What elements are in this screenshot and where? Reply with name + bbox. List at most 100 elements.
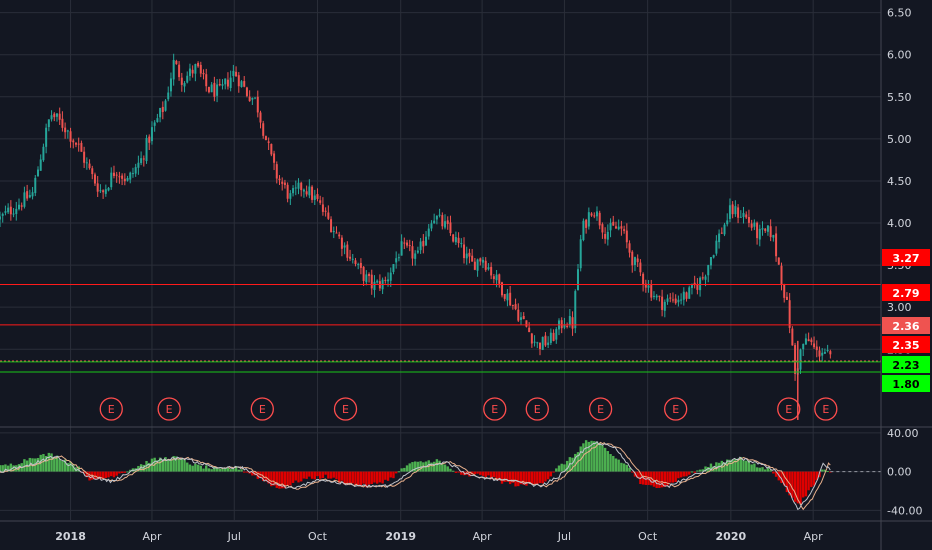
oscillator-bar: [555, 468, 558, 472]
candle-body: [669, 297, 672, 299]
candle-body: [99, 190, 102, 192]
candle-body: [20, 205, 23, 207]
candle-body: [194, 63, 197, 74]
earnings-marker[interactable]: E: [525, 397, 549, 421]
oscillator-signal-line: [0, 441, 831, 511]
oscillator-bar: [324, 471, 327, 475]
time-axis-tick-label: Jul: [557, 530, 571, 543]
oscillator-bar: [533, 471, 536, 485]
oscillator-bar: [74, 467, 78, 472]
candle-body: [658, 295, 661, 297]
oscillator-bar: [620, 462, 623, 472]
candle-body: [286, 184, 289, 199]
oscillator-bar: [186, 462, 189, 472]
candle-body: [226, 79, 229, 87]
oscillator-bar: [175, 456, 178, 472]
oscillator-bar: [215, 467, 219, 472]
candle-body: [302, 189, 305, 192]
candle-body: [533, 341, 536, 343]
earnings-marker[interactable]: E: [99, 397, 123, 421]
candle-body: [449, 222, 452, 234]
candle-body: [452, 234, 455, 242]
oscillator-bar: [188, 464, 192, 472]
oscillator-axis[interactable]: 40.00 0.00 -40.00: [887, 427, 922, 517]
candle-body: [161, 106, 164, 113]
oscillator-bar: [253, 471, 257, 476]
oscillator-bar: [739, 457, 742, 472]
oscillator-bar: [432, 461, 436, 472]
price-axis-tick-label: 4.50: [887, 175, 912, 188]
price-level-label-box: [882, 284, 930, 301]
earnings-marker[interactable]: E: [777, 397, 801, 421]
earnings-marker-circle: [250, 397, 274, 421]
candle-body: [783, 283, 786, 298]
oscillator-bar: [742, 460, 745, 472]
earnings-marker[interactable]: E: [250, 397, 274, 421]
grid: [0, 0, 881, 520]
candle-body: [64, 127, 67, 133]
oscillator-bar: [791, 471, 794, 498]
candle-body: [520, 317, 523, 320]
candle-body: [115, 174, 118, 176]
earnings-marker[interactable]: E: [157, 397, 181, 421]
oscillator-bar: [682, 471, 686, 477]
oscillator-bar: [9, 463, 13, 472]
candle-body: [359, 262, 362, 268]
candle-body: [354, 260, 357, 264]
price-axis-tick-label: 3.00: [887, 301, 912, 314]
candle-body: [647, 285, 650, 288]
candle-body: [330, 219, 333, 232]
candle-body: [270, 143, 273, 155]
oscillator-bar: [652, 471, 656, 487]
time-axis-tick-label: Oct: [638, 530, 658, 543]
candle-body: [623, 229, 626, 231]
candle-body: [368, 274, 371, 277]
oscillator-bar: [612, 455, 615, 472]
price-level-label-box: [882, 336, 930, 353]
candle-body: [338, 234, 341, 237]
oscillator-bar: [598, 443, 601, 472]
oscillator-bar: [696, 470, 699, 472]
price-axis[interactable]: 6.506.005.505.004.504.003.503.002.50: [887, 7, 912, 357]
earnings-marker-label: E: [822, 403, 829, 416]
earnings-marker[interactable]: E: [814, 397, 838, 421]
oscillator-bar: [582, 443, 585, 472]
oscillator-bar: [614, 458, 618, 472]
oscillator-bar: [370, 471, 373, 485]
candle-body: [606, 231, 609, 240]
candle-body: [102, 190, 105, 193]
oscillator-bar: [449, 468, 452, 472]
oscillator-bar: [514, 471, 517, 487]
candle-body: [690, 283, 693, 288]
candle-body: [780, 265, 783, 285]
candle-body: [164, 100, 167, 111]
oscillator-bar: [226, 467, 230, 472]
oscillator-axis-tick-label: 40.00: [887, 427, 919, 440]
candle-body: [446, 220, 449, 224]
oscillator-bar: [340, 471, 344, 481]
earnings-marker[interactable]: E: [483, 397, 507, 421]
oscillator-bar: [796, 471, 799, 504]
oscillator-bar: [704, 466, 707, 472]
oscillator-bar: [430, 462, 433, 472]
oscillator-bar: [264, 471, 268, 482]
candle-body: [118, 176, 121, 178]
earnings-marker[interactable]: E: [333, 397, 358, 421]
oscillator-bar: [337, 471, 341, 483]
candle-body: [807, 339, 810, 342]
candle-body: [680, 299, 683, 301]
earnings-marker-label: E: [259, 403, 266, 416]
earnings-marker[interactable]: E: [588, 397, 613, 421]
oscillator-bar: [251, 471, 254, 476]
candle-body: [479, 258, 482, 262]
earnings-marker[interactable]: E: [664, 397, 688, 421]
oscillator-bar: [44, 455, 48, 472]
time-axis[interactable]: 2018 Apr Jul Oct 2019 Apr Jul Oct 2020 Apr: [55, 530, 823, 543]
candle-body: [696, 284, 699, 290]
oscillator-bar: [460, 471, 463, 475]
oscillator-bar: [199, 465, 203, 472]
candle-body: [815, 346, 818, 351]
